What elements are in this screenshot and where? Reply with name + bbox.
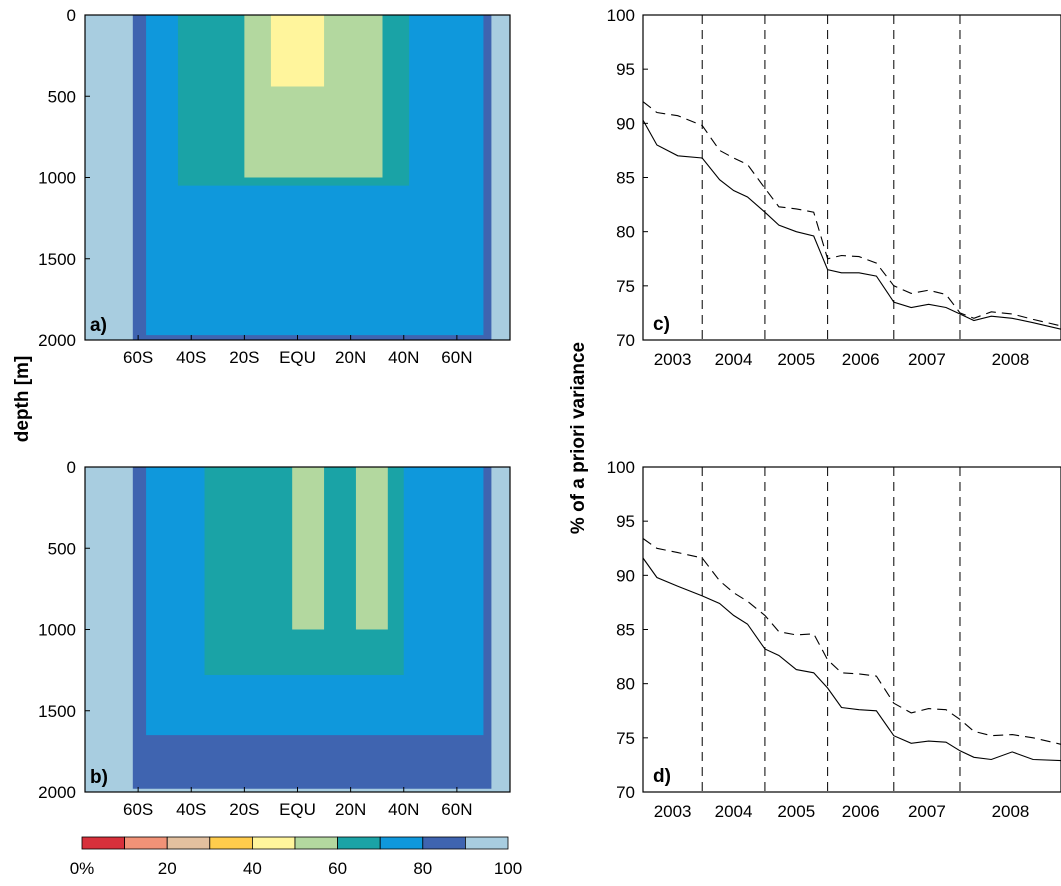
x-tick-label: 20S xyxy=(229,800,259,819)
x-tick-label: 60N xyxy=(441,800,472,819)
depth-axis-label: depth [m] xyxy=(12,356,33,443)
colorbar-segment xyxy=(124,836,168,850)
x-tick-label: 20S xyxy=(229,348,259,367)
solid-series-line xyxy=(642,119,1061,330)
x-tick-label: 2003 xyxy=(654,802,692,821)
colorbar-label: 80 xyxy=(413,859,432,878)
y-tick-label: 500 xyxy=(48,87,76,106)
panel-d: 2003 2004 2005 2006 2007 2008 70 75 80 85 90 95 100 d… xyxy=(607,458,1061,821)
y-tick-label: 80 xyxy=(616,675,635,694)
y-tick-label: 85 xyxy=(616,169,635,188)
y-tick-label: 0 xyxy=(67,6,76,25)
y-tick-label: 0 xyxy=(67,458,76,477)
x-tick-label: 2008 xyxy=(992,350,1030,369)
y-tick-label: 2000 xyxy=(38,331,76,350)
y-tick-label: 90 xyxy=(616,566,635,585)
y-tick-label: 100 xyxy=(607,458,635,477)
y-tick-label: 1500 xyxy=(38,702,76,721)
colorbar-segment xyxy=(337,836,381,850)
y-tick-label: 70 xyxy=(616,331,635,350)
panel-label: d) xyxy=(653,766,671,787)
colorbar-segment xyxy=(422,836,466,850)
x-tick-label: 2004 xyxy=(715,802,753,821)
y-tick-label: 85 xyxy=(616,621,635,640)
x-tick-label: 60S xyxy=(123,800,153,819)
y-tick-label: 70 xyxy=(616,783,635,802)
colorbar-label: 60 xyxy=(328,859,347,878)
colorbar-label: 20 xyxy=(158,859,177,878)
x-tick-label: 40S xyxy=(176,348,206,367)
y-tick-label: 95 xyxy=(616,60,635,79)
x-tick-label: 2006 xyxy=(842,802,880,821)
colorbar-segment xyxy=(166,836,211,850)
colorbar-segment xyxy=(464,836,509,850)
colorbar-segment xyxy=(294,836,338,850)
x-tick-label: 20N xyxy=(335,800,366,819)
dashed-series-line xyxy=(642,538,1061,745)
x-tick-label: 2007 xyxy=(908,802,946,821)
colorbar: 0% 20 40 60 80 100 xyxy=(70,836,522,878)
x-tick-label: EQU xyxy=(279,800,316,819)
y-tick-label: 1000 xyxy=(38,169,76,188)
y-tick-label: 90 xyxy=(616,114,635,133)
y-tick-label: 75 xyxy=(616,277,635,296)
dashed-series-line xyxy=(642,101,1061,327)
panel-label: c) xyxy=(653,314,670,335)
x-tick-label: 40S xyxy=(176,800,206,819)
colorbar-segment xyxy=(379,836,424,850)
solid-series-line xyxy=(642,557,1061,762)
colorbar-segment xyxy=(251,836,296,850)
contour-region xyxy=(270,15,325,87)
y-tick-label: 500 xyxy=(48,539,76,558)
x-tick-label: 60N xyxy=(441,348,472,367)
x-tick-label: 2008 xyxy=(992,802,1030,821)
y-tick-label: 2000 xyxy=(38,783,76,802)
y-tick-label: 1500 xyxy=(38,250,76,269)
variance-axis-label: % of a priori variance xyxy=(568,342,589,534)
x-tick-label: 60S xyxy=(123,348,153,367)
panel-b: 60S 40S 20S EQU 20N 40N 60N 0 500 1000 1500 2000 b) xyxy=(38,458,511,819)
colorbar-label: 0% xyxy=(70,859,95,878)
panel-c: 2003 2004 2005 2006 2007 2008 70 75 80 85 90 95 100 c… xyxy=(607,6,1061,369)
x-tick-label: 2003 xyxy=(654,350,692,369)
x-tick-label: 40N xyxy=(388,348,419,367)
colorbar-label: 40 xyxy=(243,859,262,878)
panel-label: b) xyxy=(90,767,108,788)
plot-frame xyxy=(642,466,1061,793)
panel-label: a) xyxy=(90,315,107,336)
y-tick-label: 80 xyxy=(616,223,635,242)
y-tick-label: 95 xyxy=(616,512,635,531)
contour-region xyxy=(355,467,388,630)
panels: 60S 40S 20S EQU 20N 40N 60N0500100015002000a)6… xyxy=(38,6,1061,821)
x-tick-label: 2007 xyxy=(908,350,946,369)
x-tick-label: 2005 xyxy=(777,802,815,821)
x-tick-label: 2006 xyxy=(842,350,880,369)
x-tick-label: 20N xyxy=(335,348,366,367)
panel-a: 60S 40S 20S EQU 20N 40N 60N 0 500 1000 1500 2000 a) xyxy=(38,6,511,367)
y-tick-label: 100 xyxy=(607,6,635,25)
colorbar-label: 100 xyxy=(494,859,522,878)
colorbar-segment xyxy=(209,836,253,850)
y-tick-label: 75 xyxy=(616,729,635,748)
y-tick-label: 1000 xyxy=(38,621,76,640)
x-tick-label: 40N xyxy=(388,800,419,819)
colorbar-segment xyxy=(81,836,125,850)
x-tick-label: EQU xyxy=(279,348,316,367)
plot-frame xyxy=(642,14,1061,341)
x-tick-label: 2005 xyxy=(777,350,815,369)
x-tick-label: 2004 xyxy=(715,350,753,369)
contour-region xyxy=(292,467,325,630)
